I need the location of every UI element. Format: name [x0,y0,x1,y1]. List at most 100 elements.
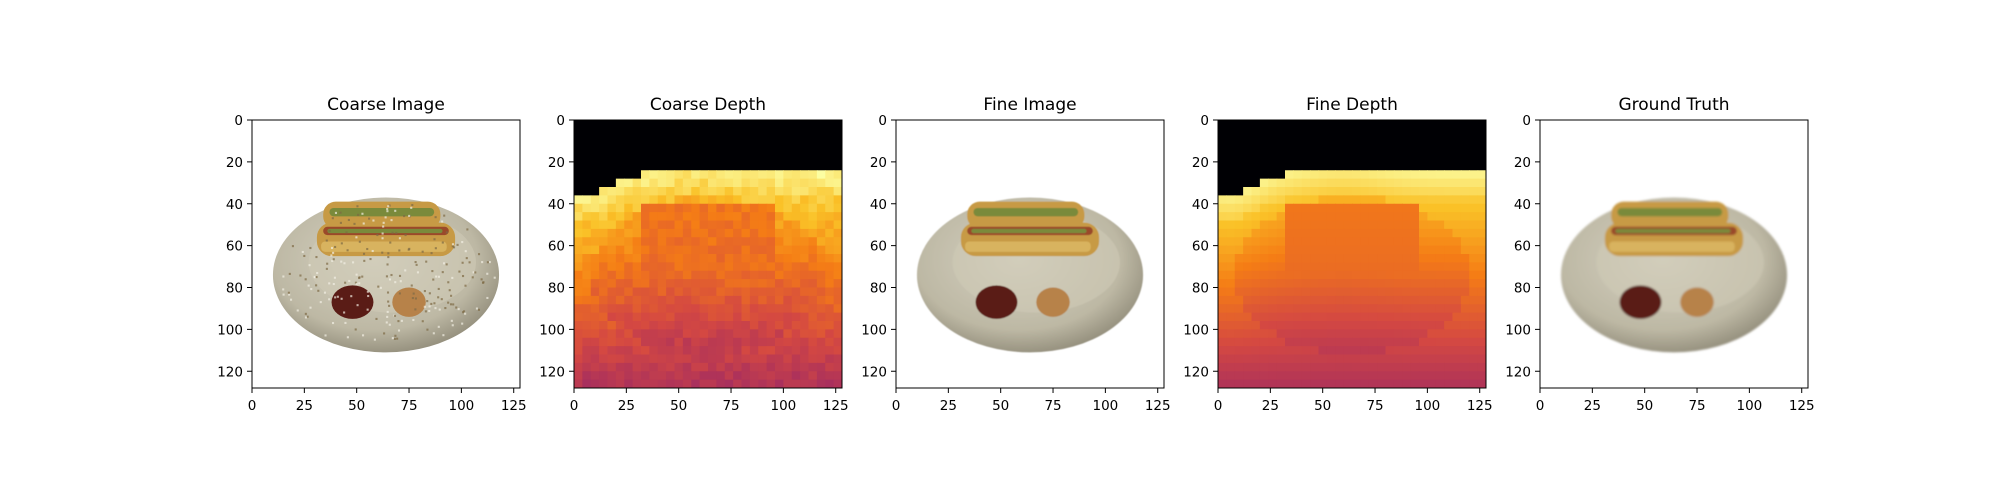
x-tick-label: 100 [1736,398,1762,414]
x-tick-label: 125 [1467,398,1493,414]
axes-frame [895,119,1165,389]
y-tick-label: 60 [1514,239,1531,255]
x-tick-label: 100 [770,398,796,414]
y-tick-label: 120 [1183,364,1209,380]
food-scene [1560,197,1788,353]
x-tick-label: 50 [670,398,687,414]
y-tick-label: 100 [1183,322,1209,338]
axes-frame [573,119,843,389]
x-tick-label: 0 [570,398,579,414]
bun-highlight [1609,241,1735,252]
x-tick-label: 75 [1044,398,1061,414]
axes-frame [1539,119,1809,389]
y-tick-label: 120 [539,364,565,380]
x-tick-label: 0 [248,398,257,414]
axes-frame [251,119,521,389]
subplot-ground-truth: Ground Truth 0 25 50 75 100 125 0 20 40 60 80 100 120 [1505,95,1814,414]
x-tick-label: 125 [1789,398,1815,414]
image-area [252,120,520,388]
y-tick-label: 120 [217,364,243,380]
relish-topping-front [971,228,1087,234]
x-tick-label: 125 [823,398,849,414]
y-tick-label: 60 [1192,239,1209,255]
y-tick-label: 0 [556,113,565,129]
x-tick-label: 25 [1262,398,1279,414]
x-tick-label: 25 [940,398,957,414]
x-tick-label: 100 [1092,398,1118,414]
mustard-dollop [1036,287,1070,317]
image-area [574,120,842,388]
relish-topping-front [327,228,443,234]
y-tick-label: 100 [1505,322,1531,338]
x-tick-label: 100 [1414,398,1440,414]
x-tick-label: 25 [1584,398,1601,414]
y-tick-label: 60 [548,239,565,255]
y-tick-label: 0 [1522,113,1531,129]
subplot-coarse-image: Coarse Image 0 25 50 75 100 125 0 20 40 60 80 100 120 [217,95,526,414]
x-tick-label: 25 [296,398,313,414]
depth-map [1218,120,1486,388]
noise-speckle [282,203,496,341]
ketchup-dollop [975,285,1018,319]
y-tick-label: 100 [539,322,565,338]
x-tick-label: 0 [1214,398,1223,414]
bun-highlight [965,241,1091,252]
y-tick-label: 20 [870,155,887,171]
subplot-fine-depth: Fine Depth 0 25 50 75 100 125 0 20 40 60 80 100 120 [1183,95,1492,414]
food-scene [272,197,500,353]
x-tick-label: 75 [1366,398,1383,414]
relish-topping-back [329,207,435,217]
mustard-dollop [392,287,426,317]
y-tick-label: 120 [861,364,887,380]
y-tick-label: 60 [870,239,887,255]
axes-frame [1217,119,1487,389]
panel-title: Coarse Depth [650,95,766,115]
y-tick-label: 100 [217,322,243,338]
x-tick-label: 125 [501,398,527,414]
bun-highlight [321,241,447,252]
panel-title: Coarse Image [327,95,445,115]
x-tick-label: 0 [1536,398,1545,414]
y-tick-label: 80 [548,281,565,297]
y-tick-label: 20 [548,155,565,171]
x-tick-label: 50 [1314,398,1331,414]
x-tick-label: 75 [1688,398,1705,414]
image-area [896,120,1164,388]
relish-topping-back [973,207,1079,217]
y-tick-label: 100 [861,322,887,338]
image-area [1218,120,1486,388]
ketchup-dollop [1619,285,1662,319]
x-tick-label: 0 [892,398,901,414]
mustard-dollop [1680,287,1714,317]
y-tick-label: 20 [1514,155,1531,171]
y-tick-label: 0 [234,113,243,129]
x-tick-label: 50 [348,398,365,414]
y-tick-label: 20 [226,155,243,171]
panel-title: Ground Truth [1618,95,1729,115]
food-scene [916,197,1144,353]
x-tick-label: 25 [618,398,635,414]
x-tick-label: 100 [448,398,474,414]
x-tick-label: 50 [992,398,1009,414]
y-tick-label: 40 [548,197,565,213]
subplot-coarse-depth: Coarse Depth 0 25 50 75 100 125 0 20 40 60 80 100 120 [539,95,848,414]
y-tick-label: 80 [226,281,243,297]
panel-title: Fine Depth [1306,95,1398,115]
y-tick-label: 40 [226,197,243,213]
y-tick-label: 40 [1192,197,1209,213]
y-tick-label: 80 [870,281,887,297]
ketchup-dollop [331,285,374,319]
y-tick-label: 0 [878,113,887,129]
relish-topping-back [1617,207,1723,217]
y-tick-label: 80 [1514,281,1531,297]
image-area [1540,120,1808,388]
depth-map [574,120,842,388]
panel-title: Fine Image [983,95,1076,115]
x-tick-label: 125 [1145,398,1171,414]
subplot-fine-image: Fine Image 0 25 50 75 100 125 0 20 40 60 80 100 120 [861,95,1170,414]
x-tick-label: 75 [722,398,739,414]
subplot-grid: Coarse Image 0 25 50 75 100 125 0 20 40 60 80 100 120… [217,95,1814,414]
y-tick-label: 40 [1514,197,1531,213]
y-tick-label: 0 [1200,113,1209,129]
